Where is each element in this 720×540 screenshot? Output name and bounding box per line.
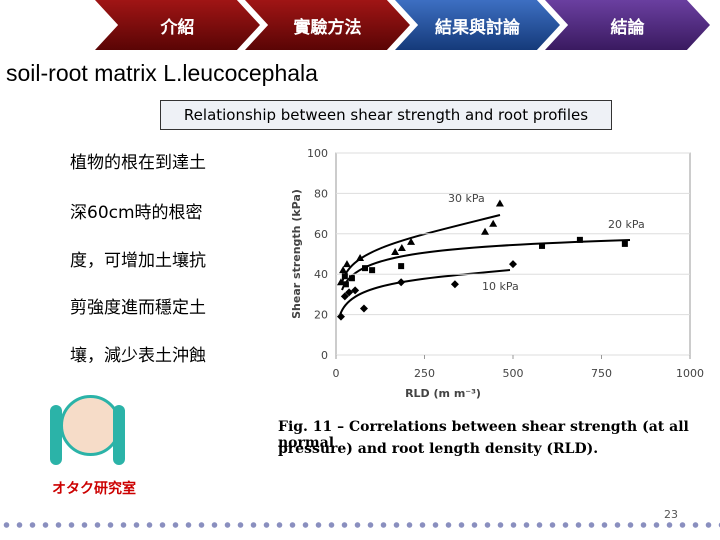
y-tick-label: 60 [314, 228, 328, 241]
data-point [539, 242, 546, 249]
border-decoration [0, 520, 720, 530]
data-point [481, 227, 490, 235]
mascot-hair [50, 405, 62, 465]
data-point [342, 260, 351, 268]
title: soil-root matrix L.leucocephala [6, 60, 318, 86]
body-line: 植物的根在到達土 [70, 153, 206, 173]
data-point [495, 199, 504, 207]
logo-label: オタク研究室 [52, 481, 136, 497]
data-point [391, 247, 400, 255]
data-point [341, 273, 348, 280]
data-point [621, 240, 628, 247]
x-tick-label: 1000 [676, 367, 704, 380]
x-tick-label: 750 [591, 367, 612, 380]
x-tick-label: 0 [333, 367, 340, 380]
caption: pressure) and root length density (RLD). [278, 441, 599, 457]
series-label: 30 kPa [448, 192, 485, 205]
data-point [339, 266, 348, 274]
y-tick-label: 80 [314, 187, 328, 200]
caption: Fig. 11 – Correlations between shear str… [278, 419, 689, 451]
y-tick-label: 40 [314, 268, 328, 281]
x-tick-label: 250 [414, 367, 435, 380]
data-point [351, 286, 360, 295]
subtitle: Relationship between shear strength and … [160, 100, 612, 130]
data-point [342, 281, 349, 288]
mascot [45, 385, 130, 475]
data-point [489, 219, 498, 227]
data-point [336, 312, 345, 321]
x-axis-label: RLD (m m⁻³) [405, 387, 481, 400]
data-point [345, 288, 354, 297]
data-point [362, 265, 369, 272]
page-number: 23 [664, 508, 678, 521]
nav-tab[interactable]: 實驗方法 [245, 0, 410, 50]
data-point [509, 260, 517, 269]
data-point [407, 237, 416, 245]
mascot-face [60, 395, 121, 456]
body-line: 剪強度進而穩定土 [70, 298, 206, 318]
data-point [348, 275, 355, 282]
data-point [576, 236, 583, 243]
data-point [340, 292, 349, 301]
y-tick-label: 0 [321, 349, 328, 362]
series-label: 10 kPa [482, 280, 519, 293]
series-label: 20 kPa [608, 218, 645, 231]
data-point [359, 304, 368, 313]
nav-tab[interactable]: 結果與討論 [395, 0, 560, 50]
body-line: 壤，減少表土沖蝕 [70, 346, 206, 366]
data-point [356, 254, 365, 262]
data-point [450, 280, 459, 289]
plot-frame [335, 152, 691, 356]
body-line: 度，可增加土壤抗 [70, 251, 206, 271]
body-line: 深60cm時的根密 [70, 203, 203, 223]
y-tick-label: 100 [307, 147, 328, 160]
data-point [397, 278, 406, 287]
y-axis-label: Shear strength (kPa) [290, 189, 303, 319]
nav-tab[interactable]: 結論 [545, 0, 710, 50]
x-tick-label: 500 [503, 367, 524, 380]
y-tick-label: 20 [314, 309, 328, 322]
data-point [397, 243, 406, 251]
data-point [398, 263, 405, 270]
mascot-hair [113, 405, 125, 465]
data-point [369, 267, 376, 274]
nav-tab[interactable]: 介紹 [95, 0, 260, 50]
